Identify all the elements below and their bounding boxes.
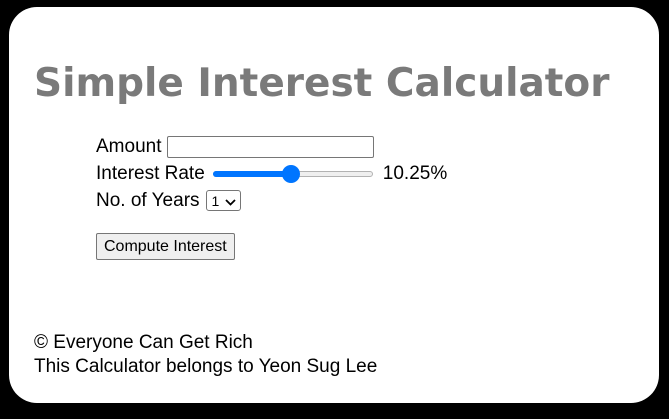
years-selected-value: 1 <box>211 192 220 209</box>
interest-rate-slider[interactable] <box>212 164 373 184</box>
years-label: No. of Years <box>96 189 200 211</box>
slider-fill <box>212 170 292 177</box>
amount-label: Amount <box>96 135 162 157</box>
footer: © Everyone Can Get Rich This Calculator … <box>34 331 377 379</box>
years-select[interactable]: 1 <box>205 188 242 214</box>
calculator-card: Simple Interest Calculator Amount Intere… <box>9 7 659 403</box>
amount-row: Amount <box>96 133 447 160</box>
copyright-text: © Everyone Can Get Rich <box>34 332 253 353</box>
interest-rate-label: Interest Rate <box>96 162 205 184</box>
interest-rate-value: 10.25% <box>382 162 448 184</box>
chevron-down-icon <box>225 188 236 214</box>
interest-rate-row: Interest Rate 10.25% <box>96 160 447 187</box>
slider-thumb[interactable] <box>282 164 301 183</box>
page-title: Simple Interest Calculator <box>34 61 610 106</box>
calculator-form: Amount Interest Rate 10.25% No. of Years… <box>96 133 447 260</box>
amount-input[interactable] <box>167 135 375 158</box>
owner-text: This Calculator belongs to Yeon Sug Lee <box>34 356 378 377</box>
compute-interest-button[interactable]: Compute Interest <box>96 233 235 260</box>
years-row: No. of Years 1 <box>96 187 447 214</box>
